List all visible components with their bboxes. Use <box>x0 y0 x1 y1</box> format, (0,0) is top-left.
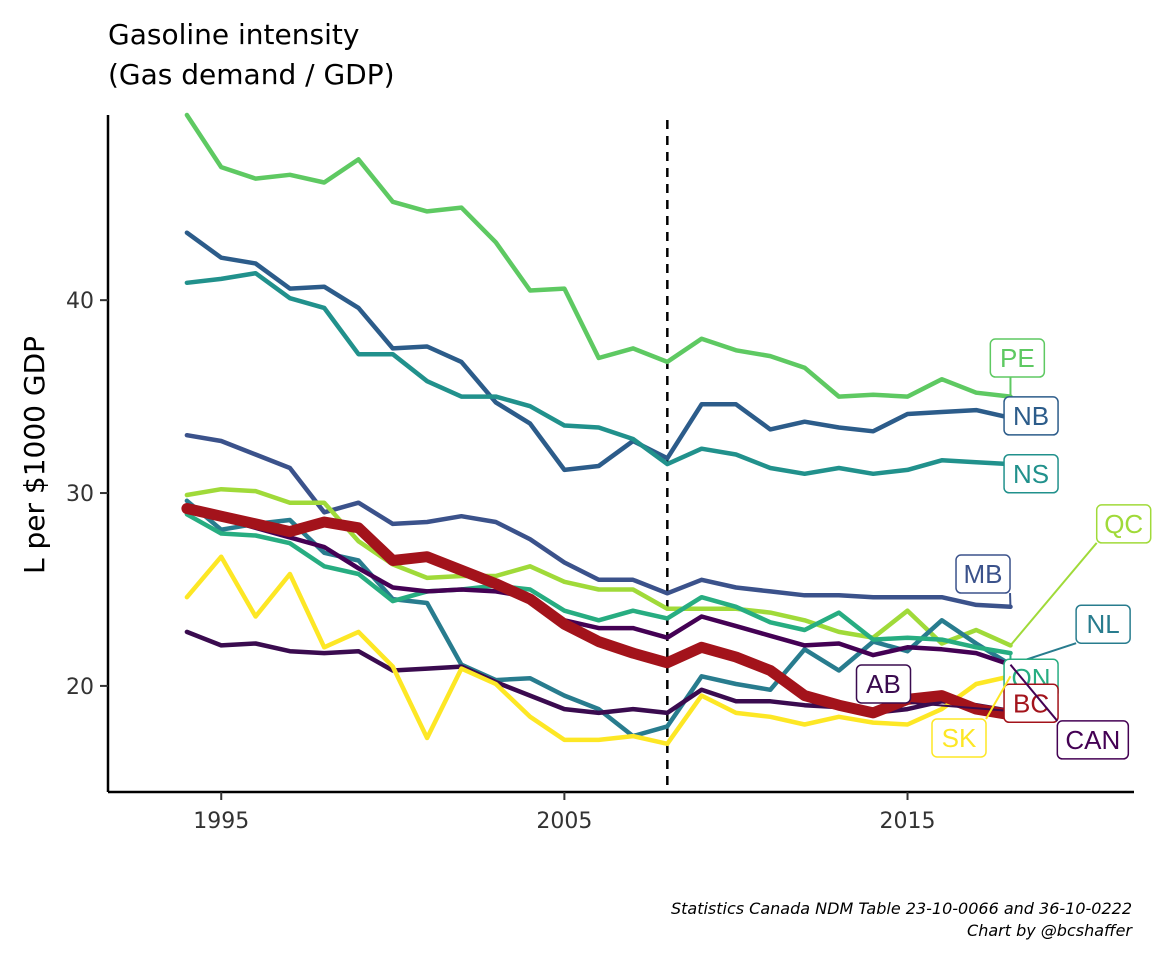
label-box <box>1095 504 1152 544</box>
x-tick-label: 2015 <box>880 809 936 834</box>
series-label-ab: AB <box>855 664 1011 712</box>
label-text: MB <box>964 559 1003 589</box>
series-label-nl: NL <box>1010 604 1131 666</box>
caption-credit: Chart by @bcshaffer <box>967 921 1133 940</box>
series-line-on <box>184 512 1013 656</box>
chart-title-line2: (Gas demand / GDP) <box>108 58 395 91</box>
chart-title-line1: Gasoline intensity <box>108 18 359 51</box>
series-label-bc: BC <box>1003 683 1059 724</box>
y-tick-label: 30 <box>66 482 94 507</box>
series-label-can: CAN <box>1009 664 1130 760</box>
caption-source: Statistics Canada NDM Table 23-10-0066 a… <box>671 899 1132 918</box>
series-line-nb <box>184 230 1013 473</box>
x-tick-label: 1995 <box>193 809 249 834</box>
label-box <box>1003 683 1059 724</box>
label-text: CAN <box>1065 725 1120 755</box>
series-line-mb <box>184 432 1013 610</box>
label-leader-line <box>910 701 1011 712</box>
y-axis-title: L per $1000 GDP <box>18 336 51 574</box>
label-box <box>1003 396 1059 436</box>
series-label-mb: MB <box>955 554 1012 607</box>
series-label-qc: QC <box>1009 504 1152 647</box>
label-leader-line <box>985 675 1012 720</box>
label-text: AB <box>866 669 901 699</box>
label-text: QC <box>1104 509 1143 539</box>
series-label-sk: SK <box>931 675 1012 758</box>
x-axis-ticks: 1995 2005 2015 <box>193 792 936 834</box>
label-box <box>1056 720 1130 760</box>
label-text: NB <box>1013 401 1049 431</box>
y-tick-label: 20 <box>66 675 94 700</box>
label-box <box>989 338 1046 378</box>
label-box <box>1003 454 1059 494</box>
series-label-pe: PE <box>989 338 1046 397</box>
label-text: NL <box>1086 609 1119 639</box>
y-tick-label: 40 <box>66 289 94 314</box>
label-box <box>855 664 912 704</box>
series-label-nb: NB <box>1003 396 1059 436</box>
series-label-ns: NS <box>1003 454 1059 494</box>
series-line-ns <box>184 270 1013 477</box>
label-text: SK <box>942 723 977 753</box>
y-axis-ticks: 20 30 40 <box>66 289 108 700</box>
label-box <box>1075 604 1131 644</box>
label-box <box>931 718 987 758</box>
label-leader-line <box>1009 542 1098 647</box>
series-line-pe <box>184 112 1013 399</box>
series-line-can <box>184 506 1013 667</box>
x-tick-label: 2005 <box>536 809 592 834</box>
label-text: NS <box>1013 459 1049 489</box>
series-line-bc <box>181 503 1016 721</box>
series-line-sk <box>184 554 1013 747</box>
label-box <box>955 554 1011 594</box>
label-leader-line <box>1009 664 1059 722</box>
label-text: PE <box>1000 343 1035 373</box>
